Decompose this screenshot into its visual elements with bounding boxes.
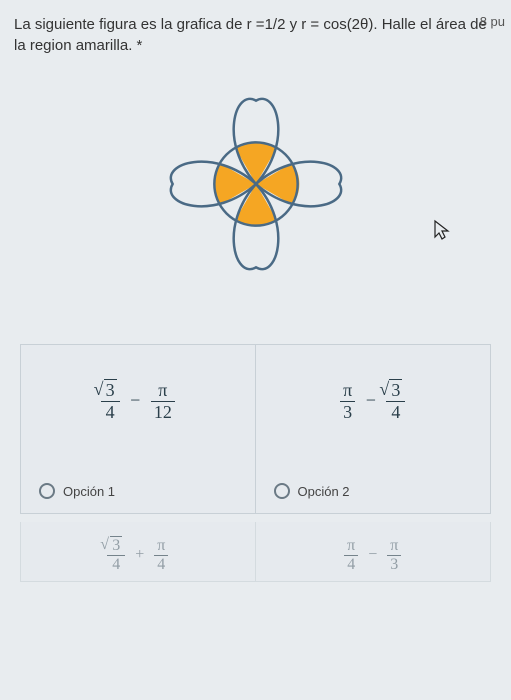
options-grid: 34 − π12 Opción 1 π3 − 34 Opción 2 <box>0 344 511 514</box>
figure-area <box>0 64 511 304</box>
option-4-cell[interactable]: π4 − π3 <box>256 522 492 582</box>
option-1-label[interactable]: Opción 1 <box>39 483 115 499</box>
polar-figure <box>156 84 356 284</box>
points-label: 8 pu <box>480 14 505 29</box>
option-2-formula: π3 − 34 <box>271 380 476 423</box>
option-2-cell[interactable]: π3 − 34 Opción 2 <box>256 344 492 514</box>
cursor-icon <box>433 219 451 246</box>
option-1-formula: 34 − π12 <box>36 380 240 423</box>
option-3-cell[interactable]: 34 + π4 <box>20 522 256 582</box>
option-1-text: Opción 1 <box>63 484 115 499</box>
radio-icon[interactable] <box>274 483 290 499</box>
option-2-text: Opción 2 <box>298 484 350 499</box>
option-1-cell[interactable]: 34 − π12 Opción 1 <box>20 344 256 514</box>
bottom-options-row: 34 + π4 π4 − π3 <box>0 522 511 582</box>
radio-icon[interactable] <box>39 483 55 499</box>
option-4-formula: π4 − π3 <box>271 537 476 574</box>
option-2-label[interactable]: Opción 2 <box>274 483 350 499</box>
option-3-formula: 34 + π4 <box>36 537 240 574</box>
question-text: La siguiente figura es la grafica de r =… <box>0 0 511 64</box>
